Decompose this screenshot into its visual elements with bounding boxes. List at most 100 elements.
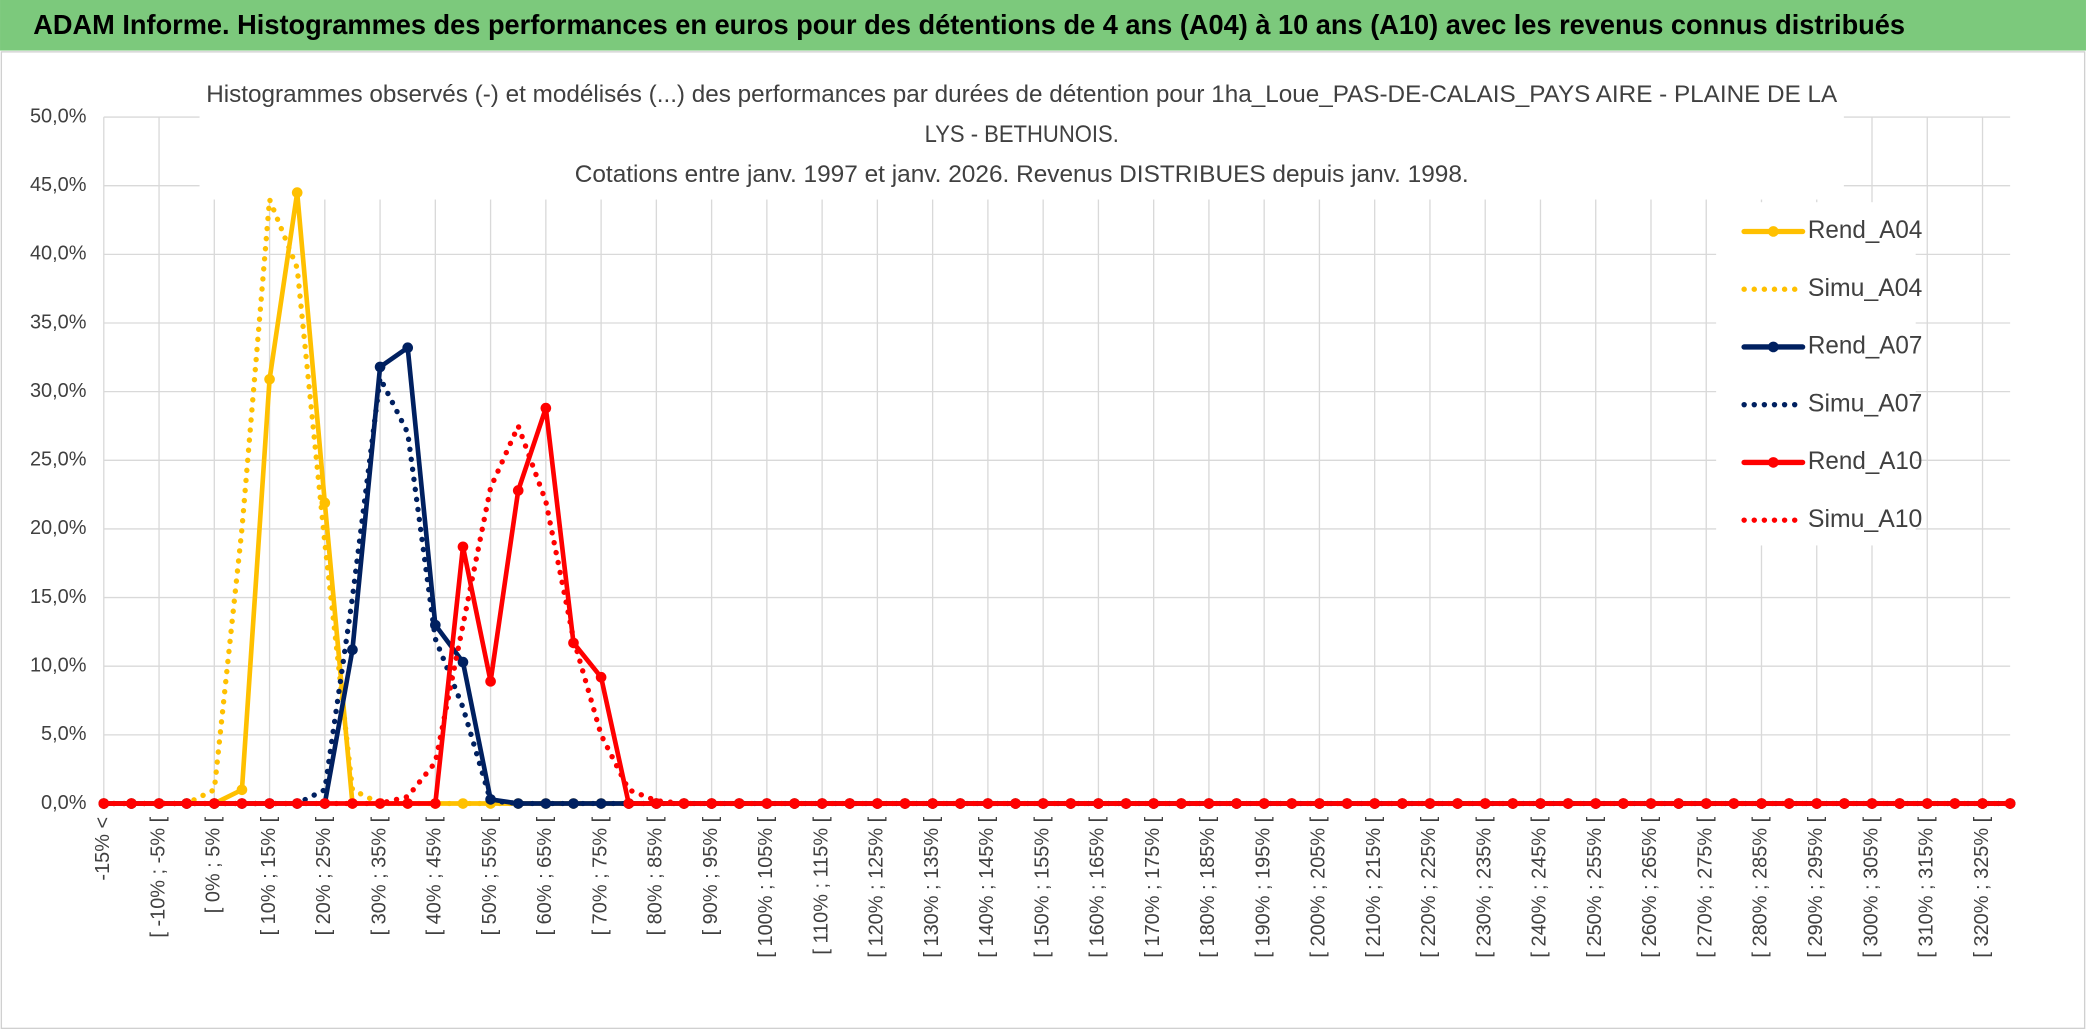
point-marker [512, 798, 524, 809]
point-marker [789, 798, 800, 809]
chart-title: Histogrammes observés (-) et modélisés (… [206, 81, 1837, 108]
x-tick-label: [ 70% ; 75% [ [589, 816, 611, 935]
point-marker [402, 342, 414, 354]
chart-subtitle: Cotations entre janv. 1997 et janv. 2026… [575, 161, 1469, 188]
x-tick-label: [ 30% ; 35% [ [368, 816, 390, 935]
point-marker [1203, 798, 1215, 809]
point-marker [540, 798, 552, 809]
x-tick-label: [ 300% ; 305% [ [1860, 816, 1882, 957]
point-marker [2004, 798, 2016, 809]
point-marker [595, 671, 607, 683]
chart-title: LYS - BETHUNOIS. [925, 121, 1119, 148]
x-tick-label: [ 60% ; 65% [ [534, 816, 556, 935]
x-tick-label: [ 310% ; 315% [ [1916, 816, 1938, 957]
point-marker [457, 656, 469, 668]
point-marker [512, 485, 524, 496]
x-tick-label: [ 0% ; 5% [ [203, 816, 225, 913]
grid: 0,0% 5,0% 10,0% 15,0% 20,0% 25,0% 30,0% 35,0% 40… [30, 105, 2011, 814]
x-tick-label: [ 150% ; 155% [ [1031, 816, 1053, 957]
series-line [101, 423, 2013, 807]
point-marker [264, 798, 275, 809]
point-marker [1479, 798, 1491, 809]
legend: Rend_A04 Simu_A04 Rend_A07 Simu_A07 Rend_A10… [1716, 202, 1922, 546]
x-tick-label: [ 210% ; 215% [ [1363, 816, 1385, 957]
point-marker [1894, 798, 1905, 809]
point-marker [236, 798, 248, 809]
y-tick-label: 50,0% [30, 105, 87, 127]
point-marker [402, 798, 414, 809]
x-tick-label: [ 20% ; 25% [ [313, 816, 335, 935]
point-marker [1590, 798, 1602, 809]
point-marker [954, 798, 966, 809]
x-tick-label: [ 220% ; 225% [ [1418, 816, 1440, 957]
point-marker [430, 798, 441, 809]
chart-frame [0, 51, 2086, 1030]
point-marker [457, 541, 469, 553]
x-tick-label: [ 270% ; 275% [ [1694, 816, 1716, 957]
point-marker [761, 798, 773, 809]
y-tick-label: 10,0% [30, 654, 87, 676]
x-tick-label: [ 230% ; 235% [ [1473, 816, 1495, 957]
x-tick-label: [ 120% ; 125% [ [866, 816, 888, 957]
x-tick-label: [ 100% ; 105% [ [755, 816, 777, 957]
point-marker [236, 784, 248, 796]
x-tick-label: [ 90% ; 95% [ [700, 816, 722, 935]
x-tick-label: [ 320% ; 325% [ [1971, 816, 1993, 957]
y-tick-label: 45,0% [30, 174, 87, 196]
point-marker [126, 798, 137, 809]
point-marker [1811, 798, 1823, 809]
point-marker [153, 798, 165, 809]
x-tick-label: [ 280% ; 285% [ [1750, 816, 1772, 957]
point-marker [374, 798, 386, 809]
x-tick-label: [ 180% ; 185% [ [1197, 816, 1219, 957]
point-marker [1700, 798, 1712, 809]
point-marker [1673, 798, 1684, 809]
point-marker [485, 676, 496, 687]
x-tick-label: [ 260% ; 265% [ [1639, 816, 1661, 957]
point-marker [982, 798, 994, 809]
y-tick-label: 35,0% [30, 311, 87, 333]
point-marker [264, 373, 275, 385]
x-tick-label: [ 140% ; 145% [ [976, 816, 998, 957]
point-marker [1397, 798, 1408, 809]
point-marker [540, 402, 552, 414]
legend-label: Rend_A10 [1808, 447, 1922, 475]
x-tick-label: [ -10% ; -5% [ [147, 816, 169, 937]
legend-label: Rend_A04 [1808, 216, 1922, 244]
y-tick-label: 15,0% [30, 586, 87, 608]
legend-marker [1768, 226, 1779, 237]
legend-label: Simu_A04 [1808, 274, 1922, 302]
x-tick-label: [ 160% ; 165% [ [1087, 816, 1109, 957]
point-marker [1921, 798, 1933, 809]
point-marker [1286, 798, 1298, 809]
point-marker [623, 798, 635, 809]
legend-label: Rend_A07 [1808, 332, 1922, 360]
x-tick-label: [ 40% ; 45% [ [424, 816, 446, 935]
point-marker [1507, 798, 1519, 809]
x-tick-label: [ 240% ; 245% [ [1529, 816, 1551, 957]
x-tick-label: [ 250% ; 255% [ [1584, 816, 1606, 957]
legend-label: Simu_A07 [1808, 389, 1922, 417]
x-tick-label: -15% < [92, 817, 114, 881]
x-tick-label: [ 130% ; 135% [ [921, 816, 943, 957]
x-tick-label: [ 200% ; 205% [ [1308, 816, 1330, 957]
y-tick-label: 5,0% [41, 723, 87, 745]
x-tick-label: [ 50% ; 55% [ [479, 816, 501, 935]
title-background [199, 77, 1844, 200]
x-tick-label: [ 10% ; 15% [ [258, 816, 280, 935]
y-tick-label: 0,0% [41, 792, 87, 814]
x-tick-label: [ 290% ; 295% [ [1805, 816, 1827, 957]
point-marker [1783, 798, 1795, 809]
point-marker [872, 798, 883, 809]
point-marker [347, 798, 358, 809]
point-marker [1175, 798, 1187, 809]
y-tick-label: 30,0% [30, 380, 87, 402]
header-bar [0, 0, 2086, 51]
y-tick-label: 40,0% [30, 243, 87, 265]
x-tick-label: [ 170% ; 175% [ [1142, 816, 1164, 957]
legend-marker [1768, 457, 1779, 468]
y-tick-label: 25,0% [30, 449, 87, 471]
x-tick-label: [ 80% ; 85% [ [645, 816, 667, 935]
